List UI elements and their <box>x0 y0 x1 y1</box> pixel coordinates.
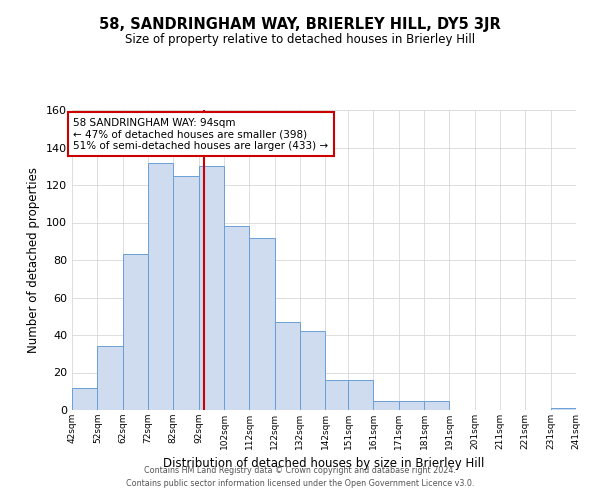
Bar <box>325 380 348 410</box>
Text: Size of property relative to detached houses in Brierley Hill: Size of property relative to detached ho… <box>125 32 475 46</box>
Bar <box>249 238 275 410</box>
Text: Contains HM Land Registry data © Crown copyright and database right 2024.
Contai: Contains HM Land Registry data © Crown c… <box>126 466 474 487</box>
Bar <box>97 346 122 410</box>
Bar <box>551 408 576 410</box>
Y-axis label: Number of detached properties: Number of detached properties <box>28 167 40 353</box>
Bar <box>148 162 173 410</box>
Bar <box>224 226 249 410</box>
Text: 58 SANDRINGHAM WAY: 94sqm
← 47% of detached houses are smaller (398)
51% of semi: 58 SANDRINGHAM WAY: 94sqm ← 47% of detac… <box>73 118 328 150</box>
Bar <box>199 166 224 410</box>
Bar <box>300 331 325 410</box>
Text: 58, SANDRINGHAM WAY, BRIERLEY HILL, DY5 3JR: 58, SANDRINGHAM WAY, BRIERLEY HILL, DY5 … <box>99 18 501 32</box>
Bar <box>373 400 399 410</box>
Bar <box>348 380 373 410</box>
Bar <box>72 388 97 410</box>
Bar <box>122 254 148 410</box>
Bar <box>399 400 424 410</box>
Bar <box>275 322 300 410</box>
Bar <box>173 176 199 410</box>
X-axis label: Distribution of detached houses by size in Brierley Hill: Distribution of detached houses by size … <box>163 458 485 470</box>
Bar <box>424 400 449 410</box>
